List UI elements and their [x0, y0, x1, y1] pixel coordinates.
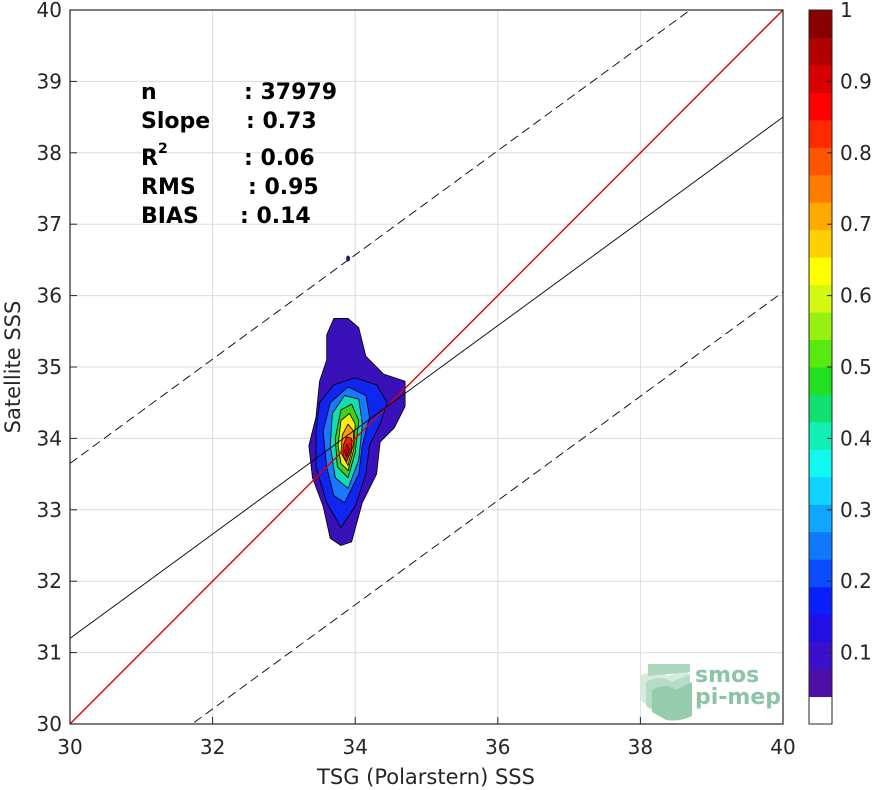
x-tick-label: 34 — [342, 735, 367, 759]
y-tick-label: 36 — [37, 284, 62, 308]
colorbar-cell — [809, 202, 832, 231]
y-tick-label: 39 — [37, 69, 62, 93]
y-tick-label: 35 — [37, 355, 62, 379]
stat-r2-base: R — [141, 146, 158, 171]
x-tick-label: 40 — [770, 735, 795, 759]
grid-lines — [69, 9, 784, 725]
colorbar-tick-label: 0.3 — [840, 498, 872, 522]
colorbar-cell — [809, 531, 832, 560]
colorbar-cell — [809, 37, 832, 66]
y-tick-label: 31 — [37, 641, 62, 665]
x-tick-label: 38 — [628, 735, 653, 759]
stat-n-label: n — [141, 80, 157, 105]
colorbar-cell — [809, 614, 832, 643]
x-axis-ticks: 30 32 34 36 38 40 — [57, 717, 796, 759]
colorbar-cell — [809, 257, 832, 286]
density-contours — [308, 255, 406, 546]
y-tick-label: 33 — [37, 498, 62, 522]
colorbar-tick-label: 0.1 — [840, 641, 872, 665]
stat-n-value: : 37979 — [244, 80, 337, 105]
stats-box: n : 37979 Slope : 0.73 R2 : 0.06 RMS : 0… — [141, 80, 337, 229]
x-tick-label: 36 — [485, 735, 510, 759]
colorbar-cell — [809, 367, 832, 395]
stat-rms-value: : 0.95 — [248, 175, 319, 200]
reference-lines — [70, 10, 783, 724]
colorbar-cell — [809, 669, 832, 698]
y-axis-label: Satellite SSS — [1, 301, 25, 434]
y-tick-label: 40 — [37, 0, 62, 22]
colorbar-cell — [809, 586, 832, 615]
colorbar-cell — [809, 229, 832, 258]
stat-rms-label: RMS — [141, 175, 196, 200]
colorbar-cell — [809, 696, 832, 725]
y-tick-label: 37 — [37, 212, 62, 236]
y-tick-label: 30 — [37, 712, 62, 736]
colorbar-tick-label: 0.8 — [840, 141, 872, 165]
colorbar: 0.1 0.2 0.3 0.4 0.5 0.6 0.7 0.8 0.9 1 — [808, 0, 872, 725]
stat-slope-label: Slope — [141, 109, 210, 134]
confidence-bound-line — [70, 10, 691, 464]
colorbar-cell — [809, 64, 832, 93]
stat-r2-label: R2 — [141, 141, 168, 171]
colorbar-tick-label: 0.5 — [840, 355, 872, 379]
colorbar-cell — [809, 421, 832, 450]
colorbar-cell — [809, 174, 832, 203]
colorbar-tick-label: 1 — [840, 0, 853, 22]
regression-line — [70, 116, 783, 639]
colorbar-cell — [809, 559, 832, 588]
stat-bias-label: BIAS — [141, 204, 199, 229]
y-tick-label: 38 — [37, 141, 62, 165]
y-tick-label: 34 — [37, 426, 62, 450]
colorbar-cell — [809, 284, 832, 313]
colorbar-cell — [809, 641, 832, 670]
colorbar-cell — [809, 119, 832, 148]
colorbar-cells — [809, 10, 832, 725]
logo-line-1: smos — [695, 663, 759, 688]
colorbar-cell — [809, 92, 832, 121]
colorbar-tick-label: 0.7 — [840, 212, 872, 236]
stat-r2-value: : 0.06 — [244, 146, 315, 171]
confidence-bound-line — [191, 291, 783, 724]
colorbar-cell — [809, 504, 832, 533]
logo-line-2: pi-mep — [695, 685, 781, 710]
colorbar-cell — [809, 312, 832, 341]
smos-pimep-logo: smos pi-mep — [640, 663, 781, 721]
stat-slope-value: : 0.73 — [246, 109, 317, 134]
outlier-point — [346, 255, 351, 262]
colorbar-cell — [809, 147, 832, 176]
colorbar-tick-label: 0.9 — [840, 69, 872, 93]
colorbar-tick-label: 0.2 — [840, 569, 872, 593]
colorbar-cell — [809, 10, 832, 38]
stat-bias-value: : 0.14 — [240, 204, 311, 229]
x-axis-label: TSG (Polarstern) SSS — [316, 765, 535, 789]
colorbar-ticks: 0.1 0.2 0.3 0.4 0.5 0.6 0.7 0.8 0.9 1 — [827, 0, 872, 665]
stat-r2-superscript: 2 — [158, 141, 168, 157]
colorbar-cell — [809, 394, 832, 423]
colorbar-cell — [809, 449, 832, 478]
colorbar-tick-label: 0.4 — [840, 426, 872, 450]
colorbar-cell — [809, 476, 832, 505]
x-tick-label: 30 — [57, 735, 82, 759]
logo-wave-icon — [640, 664, 692, 721]
x-tick-label: 32 — [200, 735, 225, 759]
y-axis-ticks: 30 31 32 33 34 35 36 37 38 39 40 — [37, 0, 77, 736]
y-tick-label: 32 — [37, 569, 62, 593]
colorbar-cell — [809, 339, 832, 368]
colorbar-tick-label: 0.6 — [840, 284, 872, 308]
identity-line — [70, 10, 783, 724]
